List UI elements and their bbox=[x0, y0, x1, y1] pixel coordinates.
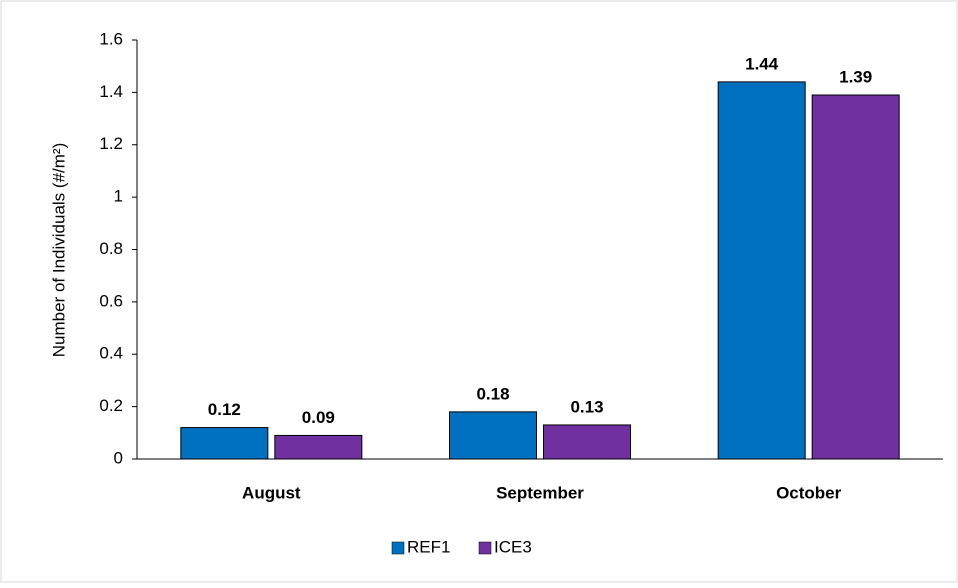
y-tick-label: 0.6 bbox=[99, 291, 123, 310]
legend-label: REF1 bbox=[407, 537, 450, 556]
y-axis-label: Number of Individuals (#/m²) bbox=[49, 143, 68, 357]
bar bbox=[543, 424, 631, 460]
y-tick-label: 1.4 bbox=[99, 82, 123, 101]
bar bbox=[180, 427, 269, 460]
data-label: 0.12 bbox=[208, 400, 241, 419]
y-tick-label: 0.2 bbox=[99, 396, 123, 415]
data-label: 0.13 bbox=[570, 397, 603, 416]
data-label: 0.18 bbox=[476, 384, 509, 403]
bar bbox=[274, 434, 363, 460]
bar bbox=[717, 81, 806, 460]
y-tick-label: 0.4 bbox=[99, 344, 123, 363]
y-tick-label: 1 bbox=[114, 187, 123, 206]
legend-label: ICE3 bbox=[494, 537, 532, 556]
bar bbox=[449, 411, 537, 460]
y-tick-label: 0 bbox=[114, 448, 123, 467]
y-tick-label: 0.8 bbox=[99, 239, 123, 258]
bar bbox=[811, 94, 900, 460]
data-label: 1.44 bbox=[745, 54, 779, 73]
x-tick-label: August bbox=[242, 483, 301, 502]
legend-swatch bbox=[391, 541, 405, 555]
legend-swatch bbox=[478, 541, 492, 555]
y-tick-label: 1.6 bbox=[99, 29, 123, 48]
data-label: 1.39 bbox=[839, 67, 872, 86]
data-label: 0.09 bbox=[302, 408, 335, 427]
y-tick-label: 1.2 bbox=[99, 134, 123, 153]
x-tick-label: September bbox=[496, 483, 584, 502]
x-tick-label: October bbox=[776, 483, 842, 502]
